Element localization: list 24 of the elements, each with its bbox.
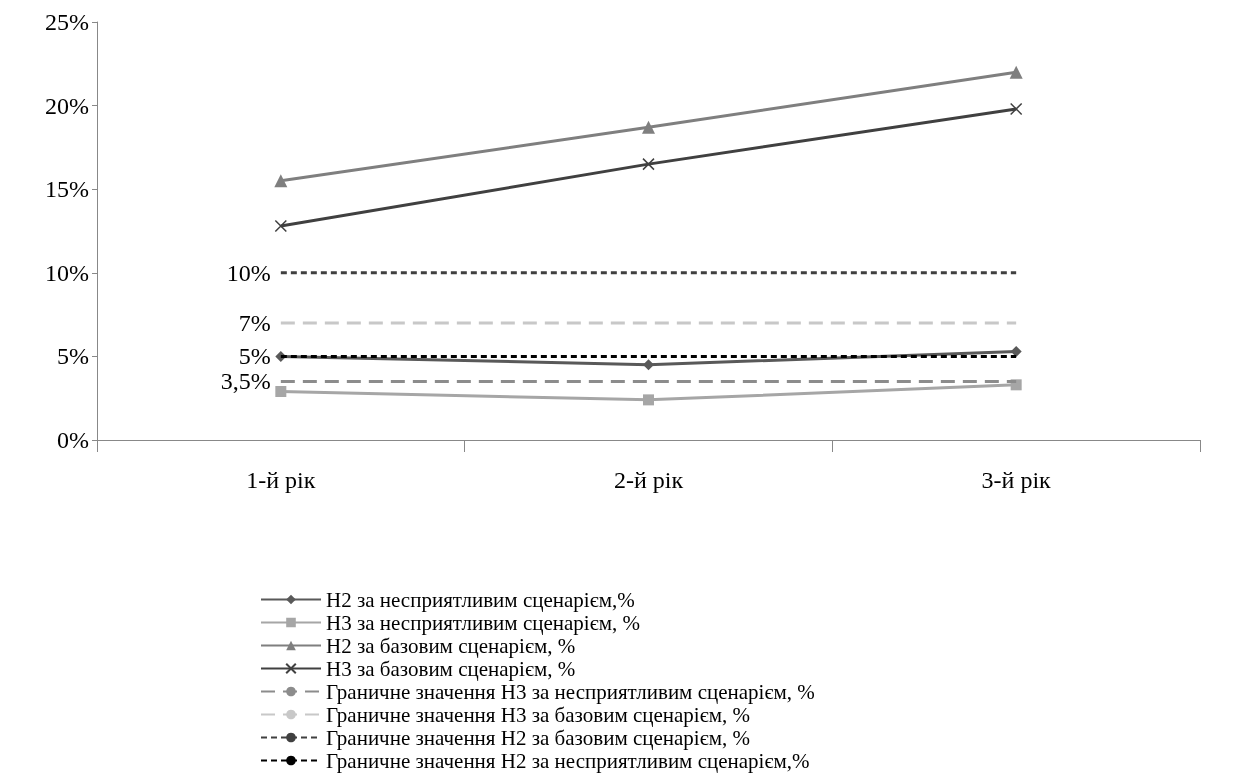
point [643,359,654,371]
point [1009,102,1023,116]
data-label: 3,5% [220,368,271,395]
x-tick-label: 3-й рік [981,467,1052,493]
point [642,157,655,171]
y-tick-label: 15% [45,176,89,203]
y-tick-label: 0% [57,427,89,453]
data-label: 5% [238,343,271,370]
x-tick-label: 1-й рік [246,467,316,493]
point [643,394,654,406]
point [274,219,288,233]
point [1010,345,1022,357]
y-tick-label: 25% [45,9,89,35]
x-tick-label: 2-й рік [613,467,684,493]
data-label: 7% [238,309,271,336]
point [642,120,655,134]
legend-label: Н2 за несприятливим сценарієм,% [326,587,635,612]
y-tick-label: 10% [45,259,89,286]
data-label: 10% [226,259,271,286]
y-tick-label: 20% [45,92,89,119]
point [1009,65,1023,79]
point [274,174,288,188]
y-tick-label: 5% [57,343,89,370]
point [275,386,287,398]
